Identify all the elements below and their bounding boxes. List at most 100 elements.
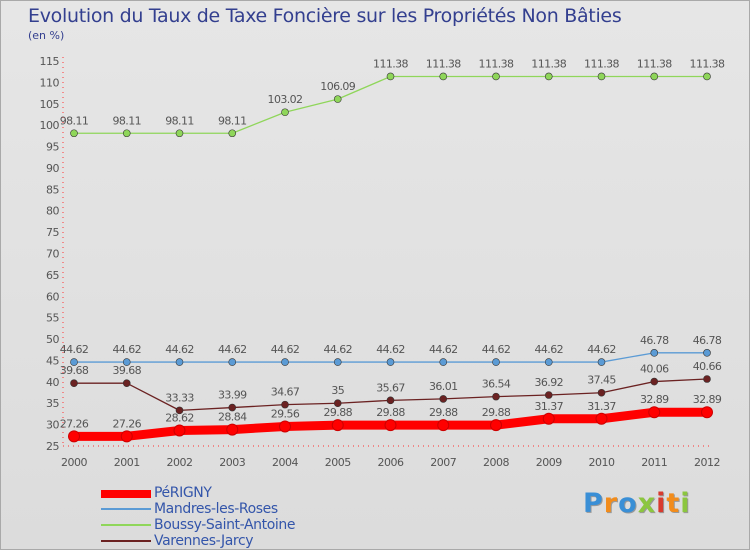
data-label: 33.99: [218, 389, 247, 402]
chart-title: Evolution du Taux de Taxe Foncière sur l…: [28, 5, 622, 27]
y-tick-label: 45: [46, 354, 59, 367]
data-point: [597, 388, 606, 397]
data-label: 39.68: [60, 364, 89, 377]
legend-label: Mandres-les-Roses: [154, 501, 278, 517]
x-tick-label: 2004: [272, 456, 298, 469]
data-label: 44.62: [113, 343, 142, 356]
legend-label: PéRIGNY: [154, 485, 212, 501]
data-label: 36.54: [482, 378, 511, 391]
data-point: [544, 391, 553, 399]
x-tick-label: 2010: [589, 456, 615, 469]
data-point: [228, 358, 237, 366]
data-label: 106.09: [320, 80, 355, 93]
data-point: [175, 358, 184, 366]
data-point: [70, 358, 78, 366]
x-tick-label: 2003: [219, 456, 245, 469]
data-point: [439, 358, 448, 366]
data-point: [544, 72, 553, 81]
data-point: [70, 129, 78, 138]
data-point: [279, 420, 291, 433]
data-point: [490, 419, 502, 432]
data-label: 33.33: [165, 391, 194, 404]
y-tick-label: 95: [46, 141, 59, 154]
x-tick-label: 2008: [483, 456, 509, 469]
data-label: 111.38: [531, 57, 566, 70]
y-tick-label: 30: [46, 419, 59, 432]
data-point: [122, 379, 131, 388]
data-label: 98.11: [165, 114, 194, 127]
data-label: 29.88: [482, 406, 511, 419]
data-point: [281, 400, 289, 409]
data-label: 44.62: [535, 343, 564, 356]
data-point: [333, 399, 342, 408]
data-label: 103.02: [268, 93, 303, 106]
unit-label: (en %): [28, 29, 65, 42]
data-point: [228, 129, 237, 138]
data-point: [439, 395, 448, 403]
data-point: [597, 72, 606, 81]
data-point: [650, 72, 659, 81]
data-label: 44.62: [587, 343, 616, 356]
legend-swatch: [101, 490, 151, 498]
y-tick-label: 75: [46, 226, 59, 239]
data-label: 46.78: [640, 334, 669, 347]
data-point: [703, 72, 711, 81]
data-point: [386, 396, 395, 405]
data-label: 44.62: [429, 343, 458, 356]
y-tick-label: 115: [40, 55, 60, 68]
data-label: 40.06: [640, 363, 669, 376]
y-tick-label: 110: [40, 76, 60, 89]
data-label: 28.84: [218, 411, 247, 424]
data-point: [492, 392, 500, 401]
data-label: 37.45: [587, 374, 616, 387]
data-point: [331, 419, 344, 432]
data-label: 111.38: [584, 57, 619, 70]
y-tick-label: 70: [46, 248, 59, 261]
data-point: [175, 406, 184, 415]
x-tick-label: 2007: [430, 456, 456, 469]
data-point: [648, 406, 661, 419]
data-point: [228, 403, 237, 412]
data-label: 35.67: [376, 381, 405, 394]
y-tick-label: 90: [46, 162, 59, 175]
y-tick-label: 65: [46, 269, 59, 282]
data-label: 29.88: [376, 406, 405, 419]
y-tick-label: 80: [46, 205, 59, 218]
y-tick-label: 35: [46, 397, 59, 410]
x-tick-label: 2002: [167, 456, 193, 469]
data-label: 46.78: [693, 334, 722, 347]
y-tick-label: 25: [46, 440, 59, 453]
data-label: 31.37: [587, 400, 616, 413]
data-point: [333, 95, 342, 103]
data-label: 36.01: [429, 380, 458, 393]
data-label: 44.62: [218, 343, 247, 356]
data-point: [384, 419, 397, 432]
data-label: 32.89: [640, 393, 669, 406]
x-tick-label: 2005: [325, 456, 351, 469]
x-tick-label: 2000: [61, 456, 87, 469]
data-point: [542, 412, 555, 425]
data-point: [650, 377, 659, 386]
data-label: 44.62: [60, 343, 89, 356]
y-tick-label: 85: [46, 183, 59, 196]
data-label: 27.26: [113, 417, 142, 430]
data-point: [120, 430, 133, 443]
series-points: [68, 72, 713, 443]
x-tick-label: 2009: [536, 456, 562, 469]
data-point: [701, 406, 713, 419]
data-label: 44.62: [324, 343, 353, 356]
data-point: [122, 129, 131, 138]
y-tick-label: 100: [40, 119, 60, 132]
data-label: 27.26: [60, 417, 89, 430]
x-tick-label: 2001: [114, 456, 140, 469]
data-label: 111.38: [637, 57, 672, 70]
data-point: [173, 424, 186, 437]
data-label: 111.38: [690, 57, 725, 70]
data-label: 98.11: [60, 114, 89, 127]
legend-label: Varennes-Jarcy: [154, 533, 254, 549]
data-label: 111.38: [426, 57, 461, 70]
axes: 25 30 35 40 45 50 55 60 65 70 75 80 85 90 95 100 105 110 1…: [40, 55, 721, 469]
y-tick-label: 60: [46, 290, 59, 303]
data-point: [70, 379, 78, 388]
data-label: 29.88: [429, 406, 458, 419]
